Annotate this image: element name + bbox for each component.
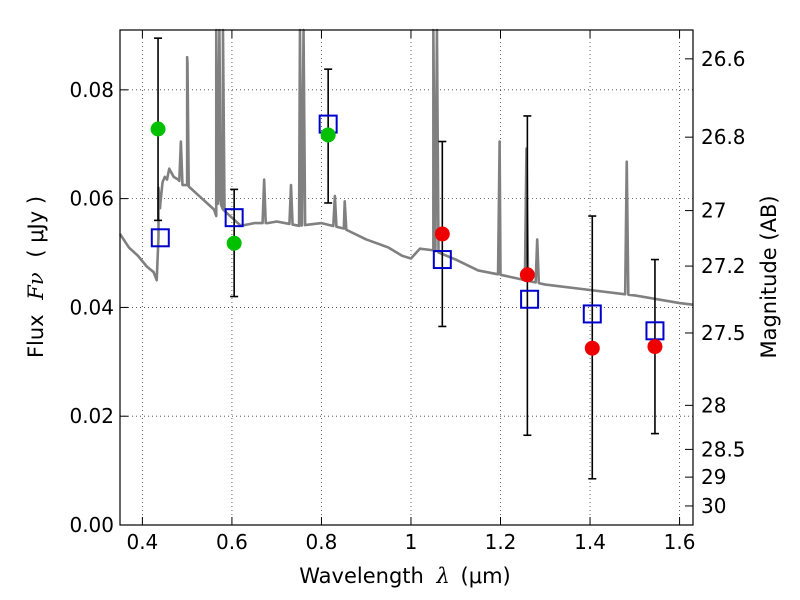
y-tick-label: 0.02 bbox=[69, 404, 114, 428]
y2-tick-label: 27 bbox=[701, 199, 726, 223]
x-tick-label: 1.4 bbox=[574, 530, 606, 554]
y2-tick-label: 26.8 bbox=[701, 125, 746, 149]
model-photometry-square bbox=[582, 304, 602, 324]
y2-axis-label: Magnitude (AB) bbox=[757, 195, 781, 358]
y-tick-label: 0.08 bbox=[69, 78, 114, 102]
x-axis-label: Wavelength λ (μm) bbox=[299, 564, 510, 588]
grid-lines bbox=[120, 30, 693, 526]
plot-frame bbox=[119, 29, 694, 526]
y2-tick-label: 27.2 bbox=[701, 254, 746, 278]
model-photometry-square bbox=[520, 289, 540, 309]
y2-tick-label: 26.6 bbox=[701, 47, 746, 71]
observed-flux-point bbox=[647, 339, 663, 355]
y-axis-label: Flux Fν ( μJy ) bbox=[24, 196, 48, 358]
x-tick-label: 0.4 bbox=[126, 530, 158, 554]
x-tick-label: 1.2 bbox=[485, 530, 517, 554]
model-spectrum bbox=[118, 28, 694, 306]
x-tick-label: 0.6 bbox=[216, 530, 248, 554]
y2-tick-label: 28.5 bbox=[701, 437, 746, 461]
x-tick-label: 0.8 bbox=[306, 530, 338, 554]
model-photometry-square bbox=[224, 208, 244, 228]
axis-ticks: 0.4 0.6 0.8 1 1.2 1.4 1.6 0.00 0.02 0.04 0.06 0.08 2… bbox=[69, 30, 746, 554]
data-markers bbox=[150, 114, 665, 356]
observed-flux-point bbox=[320, 127, 336, 143]
model-photometry-square bbox=[150, 228, 170, 248]
y2-tick-label: 27.5 bbox=[701, 321, 746, 345]
y-tick-label: 0.04 bbox=[69, 295, 114, 319]
x-tick-label: 1.6 bbox=[664, 530, 696, 554]
model-spectrum-line bbox=[118, 28, 694, 306]
y2-tick-label: 29 bbox=[701, 465, 726, 489]
y2-tick-label: 30 bbox=[701, 494, 726, 518]
error-bars bbox=[154, 37, 659, 480]
model-photometry-square bbox=[432, 250, 452, 270]
y2-tick-label: 28 bbox=[701, 393, 726, 417]
y-tick-label: 0.06 bbox=[69, 187, 114, 211]
observed-flux-point bbox=[434, 226, 450, 242]
observed-flux-point bbox=[150, 121, 166, 137]
observed-flux-point bbox=[226, 235, 242, 251]
x-tick-label: 1 bbox=[405, 530, 418, 554]
observed-flux-point bbox=[519, 267, 535, 283]
y-tick-label: 0.00 bbox=[69, 513, 114, 537]
observed-flux-point bbox=[584, 340, 600, 356]
